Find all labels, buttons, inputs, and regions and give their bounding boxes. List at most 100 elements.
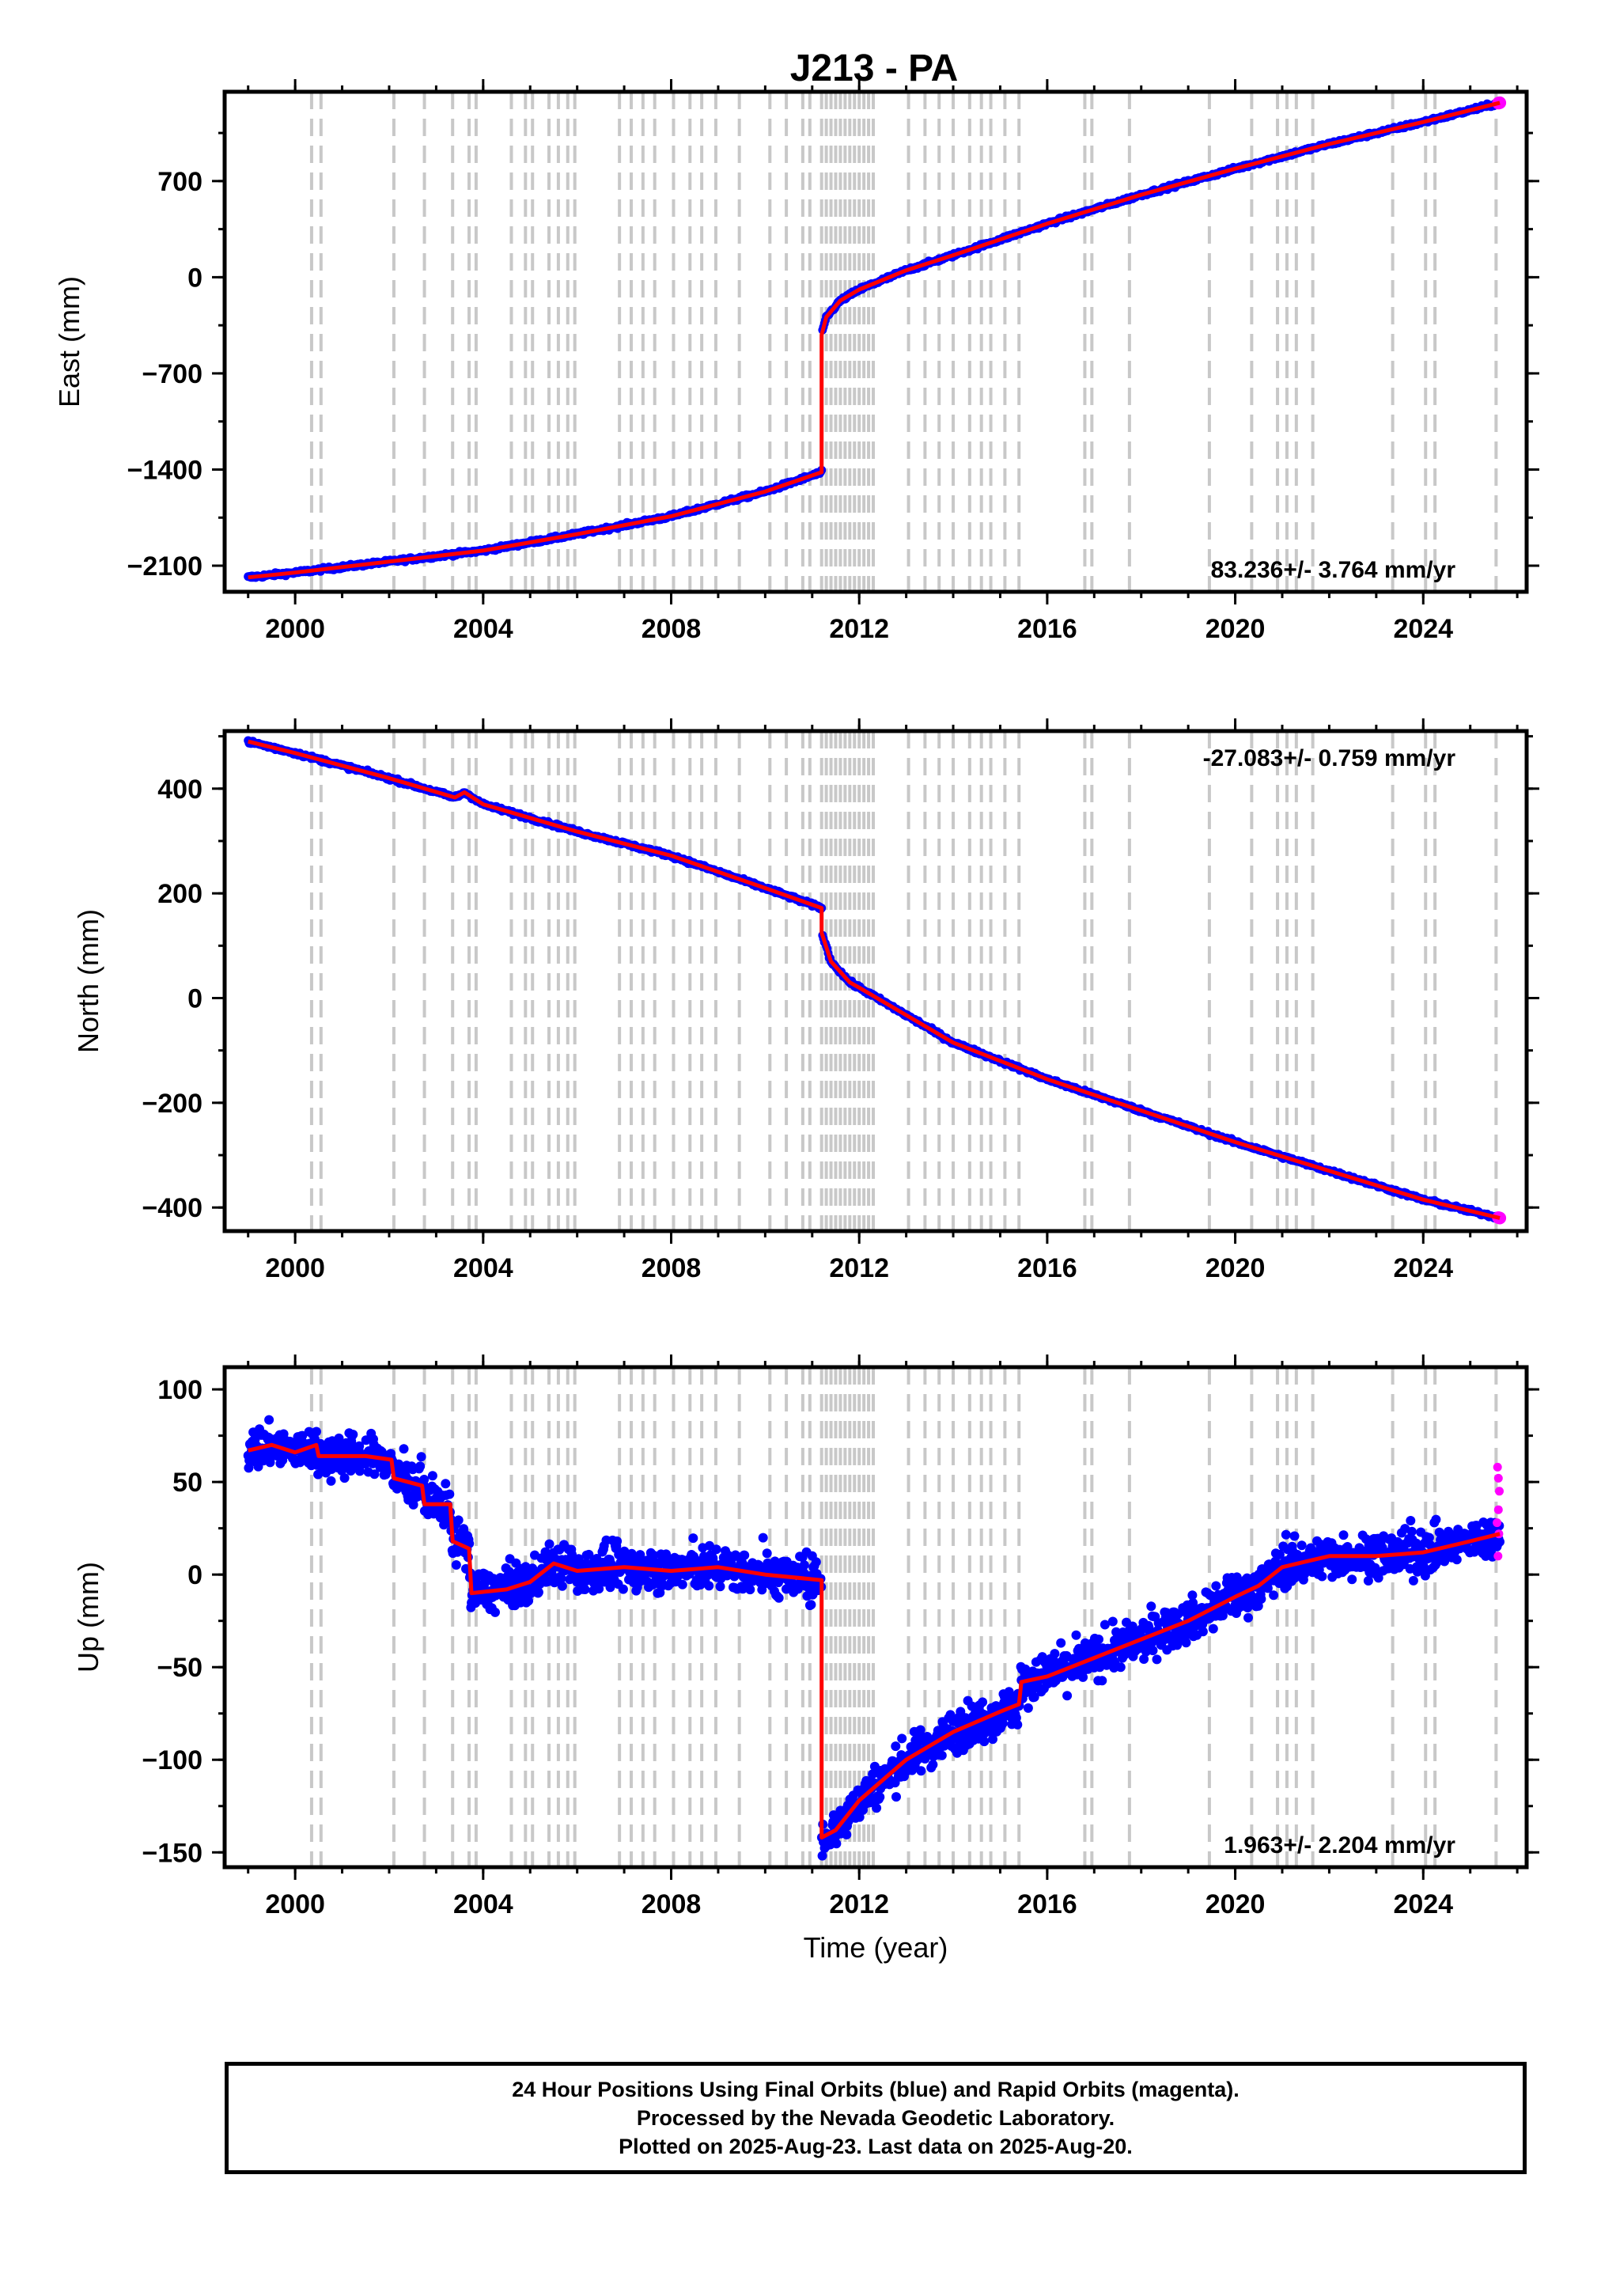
final-orbit-point [1198,1627,1208,1637]
final-orbit-point [997,1718,1008,1729]
x-tick-label: 2016 [1017,614,1077,644]
final-orbit-point [1056,1638,1066,1648]
final-orbit-point [453,1515,464,1525]
final-orbit-point [445,1489,455,1499]
final-orbit-point [891,1792,901,1802]
x-tick-label: 2012 [829,614,889,644]
y-tick-label: 0 [187,984,202,1014]
final-orbit-point [580,1585,590,1594]
final-orbit-point [1097,1676,1107,1686]
final-orbit-point [419,1475,430,1484]
y-axis-label: East (mm) [53,276,85,407]
equipment-change-lines [309,92,1498,592]
final-orbit-point [326,1476,336,1486]
final-orbit-point [937,1750,947,1760]
final-orbit-point [1269,1590,1279,1601]
final-orbit-point [1211,1581,1221,1591]
final-orbit-point [1115,1662,1126,1673]
rate-label-east: 83.236+/- 3.764 mm/yr [1211,557,1456,583]
final-orbit-point [1148,1646,1158,1656]
final-orbit-point [916,1766,926,1776]
final-orbit-point [1243,1612,1253,1623]
final-orbit-point [1152,1654,1162,1665]
final-orbit-point [544,1539,554,1549]
figure-title: J213 - PA [790,47,959,89]
final-orbit-point [978,1697,988,1707]
y-tick-label: 200 [157,879,202,909]
final-orbit-point [415,1461,426,1472]
final-orbit-point [451,1560,461,1570]
final-orbit-point [704,1581,714,1591]
equipment-change-lines [309,1367,1498,1867]
y-axis-label: North (mm) [72,909,104,1053]
y-tick-label: 400 [157,775,202,805]
final-orbit-point [799,1560,809,1570]
x-tick-label: 2020 [1205,614,1266,644]
final-orbit-point [312,1426,321,1437]
final-orbit-point [979,1737,990,1747]
final-orbit-point [1107,1616,1118,1627]
model-trend-line [248,100,1501,580]
x-tick-label: 2004 [453,1253,513,1283]
final-orbit-point [740,1550,750,1560]
x-tick-label: 2024 [1393,614,1453,644]
plot-frame [222,89,1529,594]
final-orbit-point [441,1479,451,1489]
final-orbit-point [339,1473,350,1483]
y-tick-label: 700 [157,167,202,197]
y-tick-label: −400 [142,1193,202,1223]
final-orbit-point [774,1593,784,1603]
final-orbit-point [1208,1623,1218,1634]
final-orbit-point [1094,1635,1103,1644]
final-orbit-point [1296,1540,1307,1551]
final-orbit-point [1146,1601,1156,1612]
final-orbit-point [831,1839,842,1849]
final-orbit-point [1050,1649,1060,1659]
final-orbit-point [1062,1691,1073,1701]
final-orbit-point [416,1452,426,1462]
y-tick-label: −200 [142,1089,202,1119]
y-tick-label: −700 [142,359,202,389]
final-orbit-point [745,1585,755,1595]
panel-up: 2000 2004 2008 2012 2016 2020 2024100500−50−10… [72,1354,1539,1964]
final-orbit-point [557,1581,567,1591]
final-orbit-point [348,1430,358,1440]
final-orbit-point [1012,1719,1023,1730]
final-orbit-point [875,1792,885,1802]
final-orbit-point [427,1471,437,1481]
x-tick-label: 2000 [265,1253,325,1283]
final-orbit-point [1071,1630,1081,1640]
panel-east: 2000 2004 2008 2012 2016 2020 20247000−700−140… [53,79,1539,644]
panel-north: 2000 2004 2008 2012 2016 2020 20244002000−200−… [72,718,1539,1283]
final-orbit-point [533,1587,543,1597]
final-orbit-point [872,1803,882,1813]
x-tick-label: 2000 [265,614,325,644]
final-orbit-point [758,1533,768,1543]
final-orbit-point [811,1557,821,1567]
final-orbit-point [618,1584,628,1594]
final-orbit-point [928,1760,938,1770]
x-tick-label: 2004 [453,614,513,644]
final-orbit-point [677,1579,687,1589]
final-orbit-point [762,1548,772,1559]
final-orbit-point [612,1536,623,1546]
plot-frame [222,729,1529,1233]
x-tick-label: 2012 [829,1253,889,1283]
rate-label-north: -27.083+/- 0.759 mm/yr [1203,745,1456,771]
final-orbit-point [1023,1703,1033,1713]
final-orbit-point [490,1607,500,1617]
x-tick-label: 2020 [1205,1253,1266,1283]
final-orbit-point [688,1533,698,1544]
final-orbit-point [897,1733,907,1744]
y-tick-label: 0 [187,263,202,293]
final-orbit-point [399,1444,409,1454]
final-orbit-point [1289,1531,1300,1541]
final-orbit-point [891,1741,901,1752]
final-orbit-point [1256,1594,1266,1604]
y-tick-label: −2100 [127,551,203,582]
final-orbit-point [264,1415,274,1425]
final-orbit-point [1281,1529,1291,1540]
x-tick-label: 2016 [1017,1253,1077,1283]
final-orbit-point [806,1600,816,1610]
